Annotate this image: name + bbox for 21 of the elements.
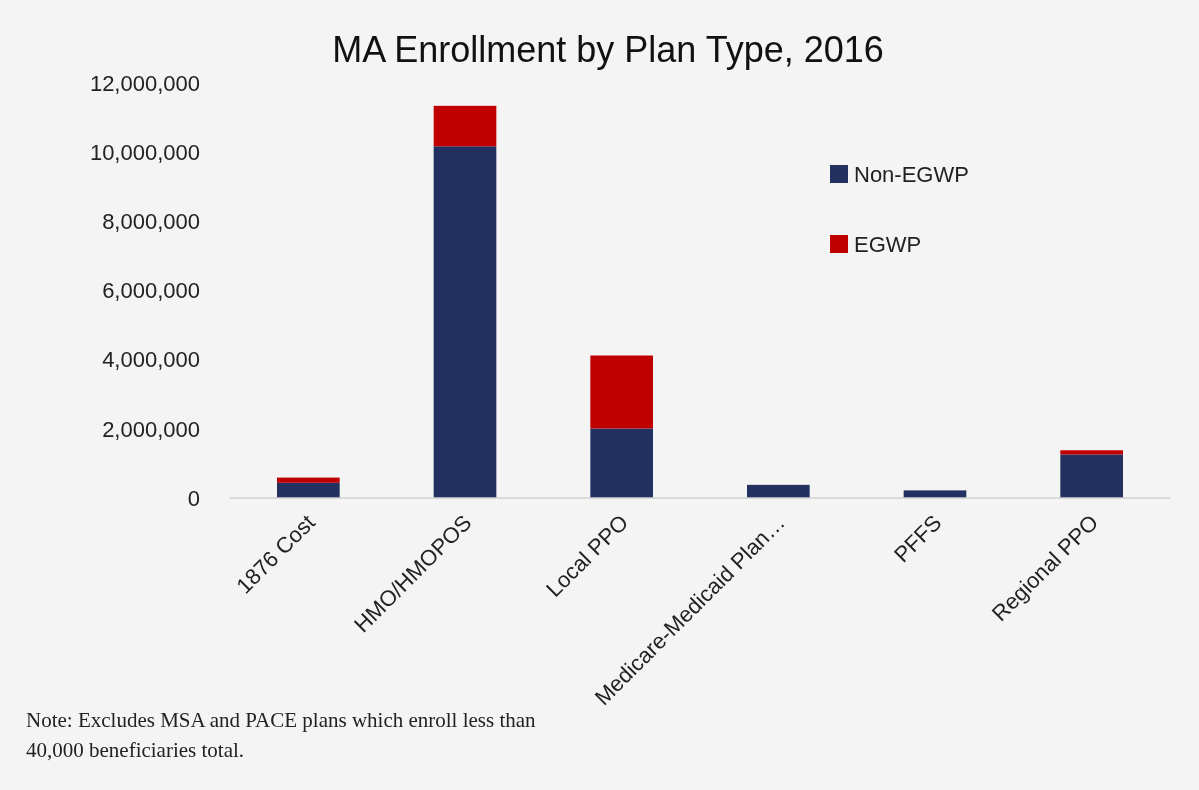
y-tick-label: 10,000,000 — [89, 139, 200, 165]
bar — [277, 482, 340, 498]
legend-label: EGWP — [854, 231, 922, 257]
y-tick-label: 4,000,000 — [102, 347, 200, 373]
bar — [747, 484, 810, 498]
bar — [590, 428, 653, 498]
bar — [590, 355, 653, 429]
y-tick-label: 2,000,000 — [102, 416, 200, 442]
y-tick-label: 12,000,000 — [89, 70, 200, 96]
y-tick-label: 8,000,000 — [102, 209, 200, 235]
bar — [1060, 454, 1123, 498]
y-tick-label: 6,000,000 — [102, 278, 200, 304]
bar — [277, 477, 340, 483]
bar — [433, 105, 497, 147]
chart-title: MA Enrollment by Plan Type, 2016 — [332, 29, 884, 70]
legend-label: Non-EGWP — [854, 161, 969, 187]
bar — [903, 490, 967, 498]
bar — [1060, 450, 1123, 455]
text: Note: Excludes MSA and PACE plans which enroll less than 40,000 beneficiaries total. — [26, 707, 537, 764]
bar — [433, 146, 497, 498]
y-tick-label: 0 — [187, 485, 200, 511]
